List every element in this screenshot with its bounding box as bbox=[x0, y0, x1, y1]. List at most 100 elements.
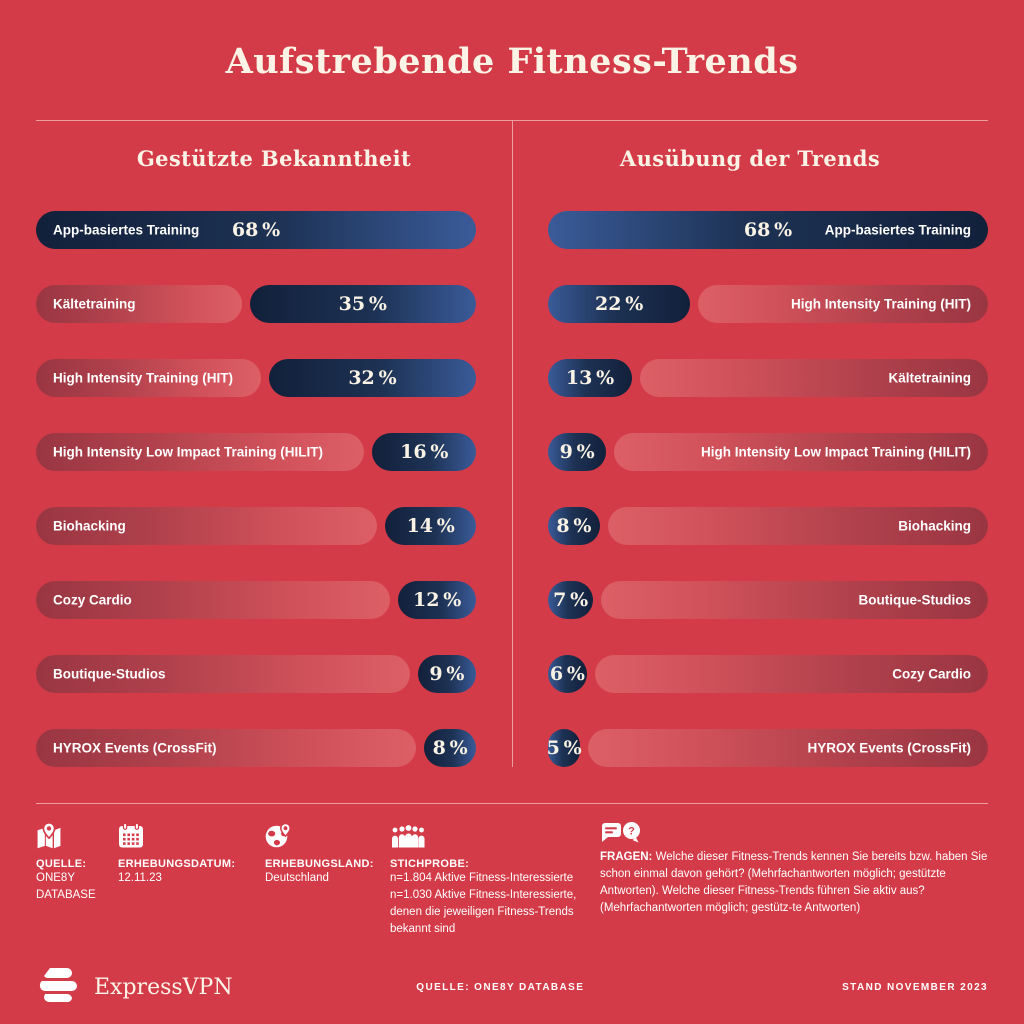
footnote-line: ONE8Y bbox=[36, 872, 75, 884]
value-pill: 12 % bbox=[398, 581, 476, 619]
value-label: 5 % bbox=[546, 737, 582, 759]
column-title: Gestützte Bekanntheit bbox=[136, 146, 412, 171]
bar-row: 68 % App-basiertes Training bbox=[36, 211, 476, 249]
bar-row: 9 % High Intensity Low Impact Training (… bbox=[548, 433, 988, 471]
value-pill: 8 % bbox=[548, 507, 600, 545]
map-pin-icon bbox=[36, 821, 118, 849]
value-pill: 32 % bbox=[268, 359, 476, 397]
bar-row: 68 % App-basiertes Training bbox=[548, 211, 988, 249]
value-label: 6 % bbox=[549, 663, 585, 685]
label-pill bbox=[36, 507, 378, 545]
footnote-country: ERHEBUNGSLAND: Deutschland bbox=[265, 821, 390, 951]
bar-label: Cozy Cardio bbox=[53, 592, 132, 608]
footnote-line: bekannt sind bbox=[390, 923, 456, 935]
chart-column-awareness: Gestützte Bekanntheit 68 % App-basiertes… bbox=[36, 121, 476, 767]
footer: ExpressVPN QUELLE: ONE8Y DATABASE STAND … bbox=[0, 951, 1024, 1010]
svg-text:?: ? bbox=[628, 825, 635, 837]
footnote-text: FRAGEN: Welche dieser Fitness-Trends ken… bbox=[600, 849, 988, 917]
value-label: 8 % bbox=[432, 737, 468, 759]
value-pill: 9 % bbox=[417, 655, 476, 693]
footnote-label: ERHEBUNGSLAND: bbox=[265, 858, 374, 870]
bar-row: 22 % High Intensity Training (HIT) bbox=[548, 285, 988, 323]
calendar-icon bbox=[118, 821, 265, 849]
bottom-divider-line bbox=[36, 803, 988, 804]
value-pill: 5 % bbox=[546, 729, 582, 767]
footnotes: QUELLE: ONE8Y DATABASE ERHEBUNGSDATUM: 1… bbox=[0, 804, 1024, 951]
label-pill bbox=[601, 581, 988, 619]
bar-row: 35 % Kältetraining bbox=[36, 285, 476, 323]
value-pill: 6 % bbox=[548, 655, 587, 693]
label-pill bbox=[36, 285, 242, 323]
footnote-questions: ? FRAGEN: Welche dieser Fitness-Trends k… bbox=[600, 821, 988, 951]
value-label: 9 % bbox=[559, 441, 595, 463]
bar-label: Kältetraining bbox=[53, 296, 136, 312]
top-divider-line bbox=[36, 120, 988, 121]
bar-label: Kältetraining bbox=[888, 370, 971, 386]
bar-row: 13 % Kältetraining bbox=[548, 359, 988, 397]
value-pill: 8 % bbox=[424, 729, 476, 767]
bar-label: HYROX Events (CrossFit) bbox=[53, 740, 217, 756]
chart-column-practice: Ausübung der Trends 68 % App-basiertes T… bbox=[546, 121, 988, 767]
value-pill: 22 % bbox=[548, 285, 691, 323]
chat-question-icon: ? bbox=[600, 821, 988, 849]
bar-row: 16 % High Intensity Low Impact Training … bbox=[36, 433, 476, 471]
label-pill bbox=[594, 655, 988, 693]
value-label: 32 % bbox=[348, 367, 397, 389]
value-pill: 9 % bbox=[548, 433, 607, 471]
bar-row: 6 % Cozy Cardio bbox=[548, 655, 988, 693]
value-pill: 68 % bbox=[548, 211, 988, 249]
value-label: 16 % bbox=[400, 441, 449, 463]
label-pill bbox=[36, 655, 410, 693]
value-pill: 7 % bbox=[548, 581, 594, 619]
page-title: Aufstrebende Fitness-Trends bbox=[225, 41, 799, 82]
label-pill bbox=[698, 285, 988, 323]
footnote-label: ERHEBUNGSDATUM: bbox=[118, 858, 236, 870]
label-pill bbox=[614, 433, 988, 471]
people-icon bbox=[390, 821, 600, 849]
footnote-body: Welche dieser Fitness-Trends kennen Sie … bbox=[600, 851, 988, 914]
value-label: 68 % bbox=[231, 219, 281, 241]
footer-stand: STAND NOVEMBER 2023 bbox=[842, 982, 988, 993]
footnote-label: QUELLE: bbox=[36, 858, 87, 870]
bar-row: 9 % Boutique-Studios bbox=[36, 655, 476, 693]
footnote-line: denen die jeweiligen Fitness-Trends bbox=[390, 906, 574, 918]
footnote-label: FRAGEN: bbox=[600, 851, 653, 863]
bar-row: 7 % Boutique-Studios bbox=[548, 581, 988, 619]
brand-name: ExpressVPN bbox=[94, 975, 233, 1000]
label-pill bbox=[588, 729, 988, 767]
value-pill: 14 % bbox=[385, 507, 476, 545]
footer-source: QUELLE: ONE8Y DATABASE bbox=[416, 982, 585, 993]
value-label: 8 % bbox=[556, 515, 592, 537]
bar-row: 14 % Biohacking bbox=[36, 507, 476, 545]
bar-row: 5 % HYROX Events (CrossFit) bbox=[546, 729, 988, 767]
column-title: Ausübung der Trends bbox=[619, 146, 881, 171]
value-label: 12 % bbox=[413, 589, 462, 611]
footnote-label: STICHPROBE: bbox=[390, 858, 470, 870]
value-pill: 35 % bbox=[249, 285, 476, 323]
bar-label: Boutique-Studios bbox=[858, 592, 971, 608]
label-pill bbox=[36, 359, 261, 397]
bar-label: High Intensity Training (HIT) bbox=[53, 370, 233, 386]
value-label: 22 % bbox=[595, 293, 644, 315]
bar-row: 8 % HYROX Events (CrossFit) bbox=[36, 729, 476, 767]
footnote-date: ERHEBUNGSDATUM: 12.11.23 bbox=[118, 821, 265, 951]
bar-label: High Intensity Low Impact Training (HILI… bbox=[701, 444, 971, 460]
value-label: 9 % bbox=[429, 663, 465, 685]
label-pill bbox=[36, 581, 391, 619]
bar-label: HYROX Events (CrossFit) bbox=[807, 740, 971, 756]
label-pill bbox=[36, 433, 365, 471]
footnote-source: QUELLE: ONE8Y DATABASE bbox=[36, 821, 118, 951]
value-label: 7 % bbox=[553, 589, 589, 611]
bar-label: Biohacking bbox=[53, 518, 126, 534]
footnote-line: DATABASE bbox=[36, 889, 96, 901]
bar-label: App-basiertes Training bbox=[824, 222, 971, 238]
globe-pin-icon bbox=[265, 821, 390, 849]
value-label: 13 % bbox=[565, 367, 615, 389]
vertical-divider-line bbox=[511, 121, 513, 767]
bar-row: 8 % Biohacking bbox=[548, 507, 988, 545]
bar-label: Boutique-Studios bbox=[53, 666, 166, 682]
label-pill bbox=[607, 507, 988, 545]
value-label: 35 % bbox=[338, 293, 387, 315]
bar-row: 32 % High Intensity Training (HIT) bbox=[36, 359, 476, 397]
